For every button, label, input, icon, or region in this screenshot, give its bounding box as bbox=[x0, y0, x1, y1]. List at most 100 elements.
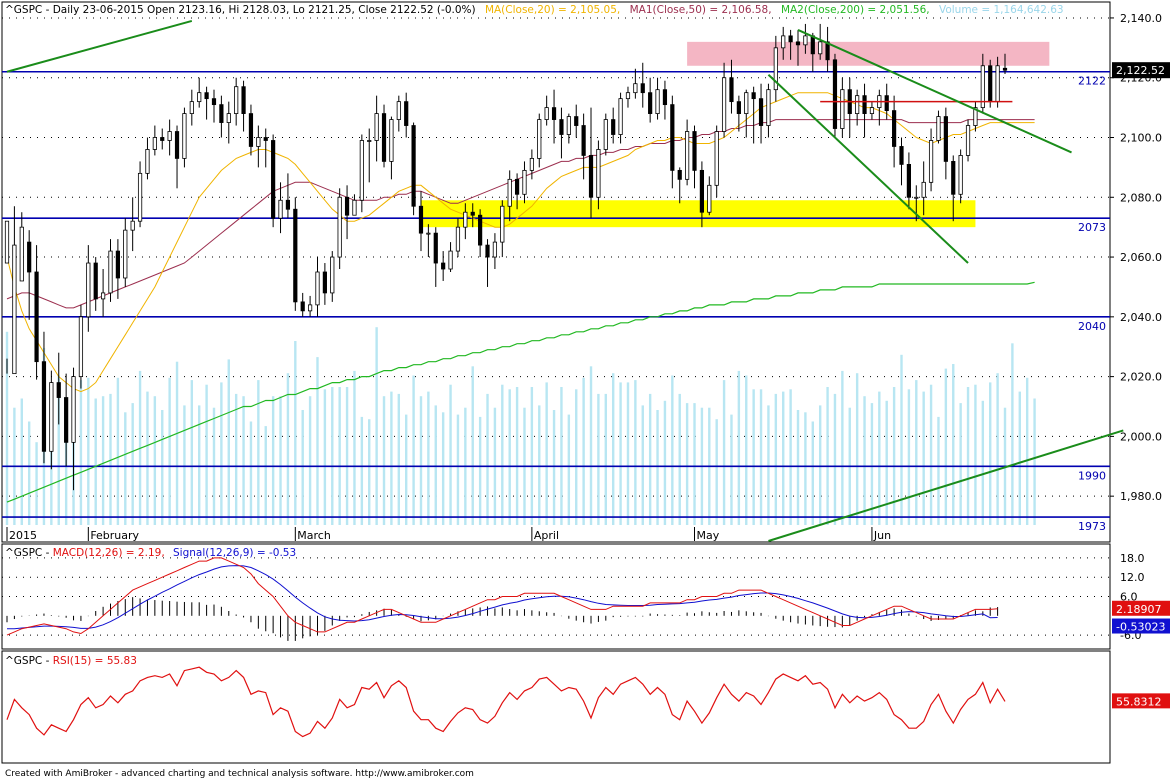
level-label: 2040 bbox=[1078, 320, 1106, 333]
volume-bar bbox=[915, 380, 918, 525]
volume-bar bbox=[870, 403, 874, 525]
volume-bar bbox=[308, 396, 312, 525]
candle-body bbox=[655, 89, 660, 114]
candle-body bbox=[588, 155, 594, 198]
month-label: 2015 bbox=[9, 529, 37, 542]
candlesticks bbox=[4, 23, 1008, 491]
volume-bar bbox=[560, 387, 563, 525]
volume-bar bbox=[353, 370, 356, 525]
volume-bar bbox=[227, 359, 230, 525]
volume-bar bbox=[885, 400, 888, 525]
candle-body bbox=[463, 211, 468, 228]
volume-bar bbox=[390, 391, 393, 525]
symbol-line: ^GSPC - Daily 23-06-2015 Open 2123.16, H… bbox=[5, 4, 476, 16]
volume-bar bbox=[634, 380, 637, 525]
volume-bar bbox=[922, 391, 925, 525]
price-tick-label: 2,080.0 bbox=[1120, 191, 1162, 204]
signal-label: Signal(12,26,9) = -0.53 bbox=[173, 547, 296, 559]
candle-body bbox=[810, 35, 815, 55]
volume-bar bbox=[242, 396, 245, 525]
volume-bar bbox=[552, 410, 556, 525]
rsi-label: RSI(15) = 55.83 bbox=[53, 655, 137, 667]
candle-body bbox=[781, 35, 786, 49]
candle-body bbox=[500, 205, 505, 243]
candle-body bbox=[892, 110, 897, 147]
volume-bar bbox=[671, 375, 674, 525]
candle-body bbox=[263, 137, 268, 141]
candle-body bbox=[34, 271, 39, 363]
candle-body bbox=[182, 113, 187, 159]
candle-body bbox=[862, 95, 867, 114]
candle-body bbox=[197, 92, 202, 103]
candle-body bbox=[344, 196, 350, 216]
trendline bbox=[767, 74, 969, 264]
candle-body bbox=[115, 250, 120, 279]
volume-bar bbox=[804, 412, 807, 525]
candle-body bbox=[160, 137, 165, 141]
candle-body bbox=[855, 95, 860, 114]
volume-bar bbox=[323, 389, 327, 525]
candle-body bbox=[27, 241, 32, 273]
volume-bar bbox=[249, 421, 253, 525]
candle-body bbox=[56, 382, 61, 398]
volume-bar bbox=[20, 398, 23, 525]
candle-body bbox=[618, 98, 623, 135]
volume-bar bbox=[782, 391, 785, 525]
volume-bar bbox=[279, 396, 282, 525]
volume-bar bbox=[937, 416, 940, 525]
volume-bar bbox=[116, 377, 120, 525]
candle-body bbox=[943, 116, 948, 162]
candle-body bbox=[537, 119, 542, 159]
month-label: February bbox=[90, 529, 139, 542]
level-label: 1973 bbox=[1078, 520, 1106, 533]
macd-tick-label: 6.0 bbox=[1120, 591, 1138, 604]
volume-bar bbox=[715, 419, 718, 525]
candle-body bbox=[566, 116, 571, 135]
candle-body bbox=[832, 59, 838, 129]
volume-bar bbox=[183, 405, 186, 525]
volume-bar bbox=[900, 354, 903, 525]
candle-body bbox=[145, 149, 150, 174]
candle-body bbox=[906, 163, 911, 198]
candle-body bbox=[322, 271, 327, 294]
candle-body bbox=[248, 113, 254, 147]
volume-bar bbox=[27, 421, 31, 525]
price-axis: 2,140.02,120.02,100.02,080.02,060.02,040… bbox=[1110, 12, 1170, 503]
horizontal-levels: 2122 2073 2040 1990 1973 bbox=[2, 70, 1110, 533]
volume-bar bbox=[79, 380, 83, 525]
last-rsi-label: 55.8312 bbox=[1116, 695, 1162, 708]
candle-body bbox=[951, 161, 956, 195]
candle-body bbox=[818, 41, 823, 55]
volume-bar bbox=[567, 414, 571, 525]
candle-body bbox=[973, 107, 978, 126]
ma50-label: MA1(Close,50) = 2,106.58, bbox=[630, 4, 772, 16]
volume-bar bbox=[198, 405, 201, 525]
month-label: May bbox=[697, 529, 720, 542]
candle-body bbox=[174, 131, 180, 159]
rsi-line bbox=[6, 666, 1006, 738]
candle-body bbox=[152, 137, 157, 150]
price-tick-label: 2,020.0 bbox=[1120, 371, 1162, 384]
volume-bar bbox=[405, 414, 408, 525]
volume-bar bbox=[471, 366, 474, 525]
candle-body bbox=[529, 158, 534, 171]
price-zone bbox=[420, 200, 976, 228]
candle-body bbox=[544, 107, 549, 120]
candle-body bbox=[396, 101, 401, 120]
candle-body bbox=[795, 41, 801, 46]
ma200-line bbox=[6, 281, 1035, 503]
volume-bar bbox=[5, 331, 9, 525]
candle-body bbox=[744, 92, 749, 114]
volume-bar bbox=[530, 387, 534, 525]
volume-bar bbox=[648, 393, 652, 525]
rsi-panel-frame bbox=[1, 650, 1111, 764]
candle-body bbox=[130, 220, 135, 231]
rsi-line bbox=[6, 666, 1006, 738]
candle-body bbox=[596, 149, 601, 198]
price-tick-label: 2,140.0 bbox=[1120, 12, 1162, 25]
volume-bar bbox=[286, 373, 290, 525]
price-tick-label: 1,980.0 bbox=[1120, 490, 1162, 503]
last-price-box bbox=[1112, 62, 1170, 79]
macd-tick-label: 18.0 bbox=[1120, 552, 1145, 565]
candle-body bbox=[611, 119, 616, 135]
